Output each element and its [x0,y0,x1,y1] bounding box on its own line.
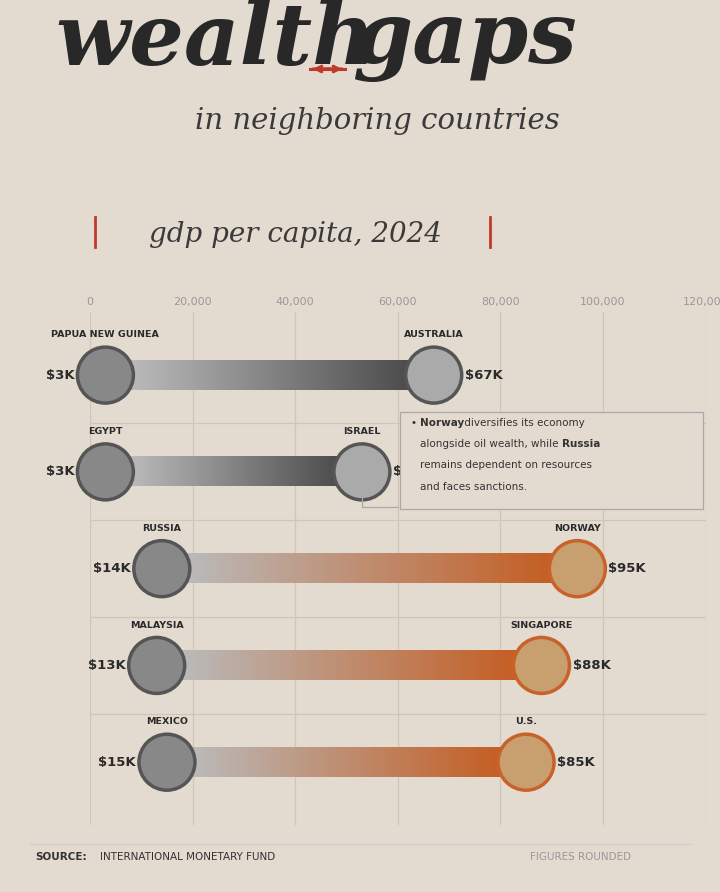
Text: FIGURES ROUNDED: FIGURES ROUNDED [530,852,631,862]
FancyBboxPatch shape [400,412,703,508]
Text: INTERNATIONAL MONETARY FUND: INTERNATIONAL MONETARY FUND [100,852,275,862]
Ellipse shape [549,541,606,597]
Text: $15K: $15K [98,756,136,769]
Ellipse shape [498,734,554,790]
Ellipse shape [139,734,195,790]
Ellipse shape [77,347,133,403]
Text: $53K: $53K [393,466,431,478]
Ellipse shape [405,347,462,403]
Text: $95K: $95K [608,562,646,575]
Text: $88K: $88K [572,659,611,672]
Text: in neighboring countries: in neighboring countries [195,107,559,135]
Text: Norway: Norway [420,417,464,427]
Ellipse shape [134,541,190,597]
Text: and faces sanctions.: and faces sanctions. [420,482,527,491]
Ellipse shape [129,638,185,693]
Text: •: • [410,417,420,427]
Text: gdp per capita, 2024: gdp per capita, 2024 [148,221,441,249]
Text: RUSSIA: RUSSIA [143,524,181,533]
Text: Russia: Russia [562,439,600,449]
Text: diversifies its economy: diversifies its economy [461,417,585,427]
Text: $14K: $14K [93,562,131,575]
Text: $13K: $13K [88,659,125,672]
Text: ISRAEL: ISRAEL [343,427,381,436]
Text: $85K: $85K [557,756,595,769]
Text: SOURCE:: SOURCE: [35,852,86,862]
Text: alongside oil wealth, while: alongside oil wealth, while [420,439,562,449]
Text: NORWAY: NORWAY [554,524,600,533]
Ellipse shape [513,638,570,693]
Ellipse shape [77,444,133,500]
Text: SINGAPORE: SINGAPORE [510,621,572,630]
Text: U.S.: U.S. [515,717,537,726]
Text: EGYPT: EGYPT [88,427,122,436]
Text: $3K: $3K [45,466,74,478]
Text: $3K: $3K [45,368,74,382]
Text: MEXICO: MEXICO [146,717,188,726]
Text: $67K: $67K [465,368,503,382]
Text: AUSTRALIA: AUSTRALIA [404,330,464,339]
Text: remains dependent on resources: remains dependent on resources [420,460,592,470]
Text: MALAYSIA: MALAYSIA [130,621,184,630]
Text: gaps: gaps [352,0,577,82]
Text: PAPUA NEW GUINEA: PAPUA NEW GUINEA [51,330,159,339]
Text: wealth: wealth [55,0,374,82]
Ellipse shape [334,444,390,500]
